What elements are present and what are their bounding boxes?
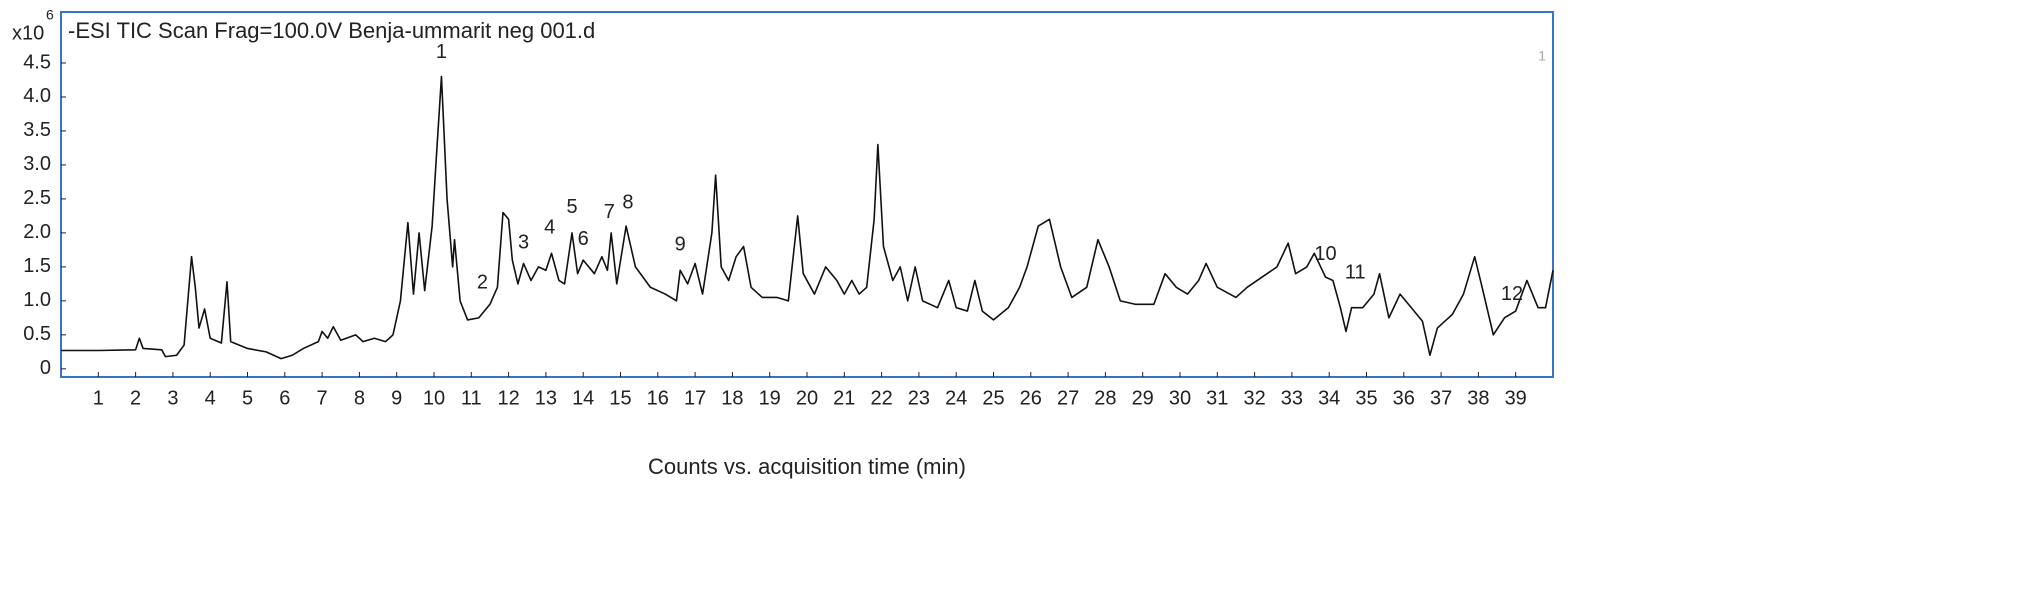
x-tick-label: 12 xyxy=(497,387,519,409)
x-tick-label: 26 xyxy=(1020,387,1042,409)
peak-label: 5 xyxy=(566,196,577,218)
x-tick-label: 32 xyxy=(1243,387,1265,409)
y-tick-label: 2.5 xyxy=(23,187,51,209)
x-tick-label: 34 xyxy=(1318,387,1340,409)
peak-label: 7 xyxy=(604,201,615,223)
x-tick-label: 7 xyxy=(317,387,328,409)
y-tick-label: 1.5 xyxy=(23,255,51,277)
x-tick-label: 24 xyxy=(945,387,967,409)
x-tick-label: 10 xyxy=(423,387,445,409)
y-tick-label: 0.5 xyxy=(23,323,51,345)
x-tick-label: 21 xyxy=(833,387,855,409)
x-tick-label: 17 xyxy=(684,387,706,409)
y-tick-label: 1.0 xyxy=(23,289,51,311)
x-tick-label: 27 xyxy=(1057,387,1079,409)
x-tick-label: 9 xyxy=(391,387,402,409)
x-tick-label: 14 xyxy=(572,387,594,409)
x-tick-label: 11 xyxy=(461,387,482,409)
x-tick-label: 4 xyxy=(205,387,216,409)
peak-label: 10 xyxy=(1314,243,1336,265)
x-tick-label: 18 xyxy=(721,387,743,409)
plot-frame xyxy=(60,11,1554,378)
peak-label: 6 xyxy=(578,228,589,250)
x-tick-label: 16 xyxy=(647,387,669,409)
peak-label: 12 xyxy=(1501,283,1523,305)
x-tick-label: 19 xyxy=(759,387,781,409)
peak-label: 8 xyxy=(622,191,633,213)
trace-line xyxy=(61,75,1554,360)
y-exponent: 6 xyxy=(46,7,54,23)
peak-label: 11 xyxy=(1345,261,1366,283)
x-tick-label: 13 xyxy=(535,387,557,409)
x-tick-label: 31 xyxy=(1206,387,1228,409)
x-tick-label: 22 xyxy=(870,387,892,409)
trace-label: 1 xyxy=(1538,48,1546,64)
peak-label: 9 xyxy=(675,233,686,255)
peak-label: 1 xyxy=(436,41,447,63)
peak-label: 4 xyxy=(544,216,555,238)
x-tick-label: 5 xyxy=(242,387,253,409)
x-tick-label: 37 xyxy=(1430,387,1452,409)
y-tick-label: 3.5 xyxy=(23,119,51,141)
x-tick-label: 3 xyxy=(167,387,178,409)
y-tick-label: 3.0 xyxy=(23,153,51,175)
x-tick-label: 39 xyxy=(1505,387,1527,409)
x-tick-label: 30 xyxy=(1169,387,1191,409)
x-tick-label: 35 xyxy=(1355,387,1377,409)
x-tick-label: 29 xyxy=(1132,387,1154,409)
x-tick-label: 15 xyxy=(609,387,631,409)
x-tick-label: 25 xyxy=(982,387,1004,409)
peak-label: 3 xyxy=(518,231,529,253)
x-tick-label: 2 xyxy=(130,387,141,409)
y-tick-label: 4.0 xyxy=(23,85,51,107)
x-tick-label: 36 xyxy=(1393,387,1415,409)
y-multiplier: x10 xyxy=(12,22,44,44)
x-tick-label: 20 xyxy=(796,387,818,409)
x-axis-label: Counts vs. acquisition time (min) xyxy=(648,454,966,479)
x-tick-label: 28 xyxy=(1094,387,1116,409)
y-tick-label: 4.5 xyxy=(23,51,51,73)
x-tick-label: 6 xyxy=(279,387,290,409)
peak-label: 2 xyxy=(477,271,488,293)
y-tick-label: 0 xyxy=(40,357,51,379)
x-tick-label: 8 xyxy=(354,387,365,409)
y-tick-label: 2.0 xyxy=(23,221,51,243)
x-tick-label: 38 xyxy=(1467,387,1489,409)
x-tick-label: 1 xyxy=(93,387,104,409)
x-tick-label: 23 xyxy=(908,387,930,409)
chart-title: -ESI TIC Scan Frag=100.0V Benja-ummarit … xyxy=(68,18,595,43)
x-tick-label: 33 xyxy=(1281,387,1303,409)
